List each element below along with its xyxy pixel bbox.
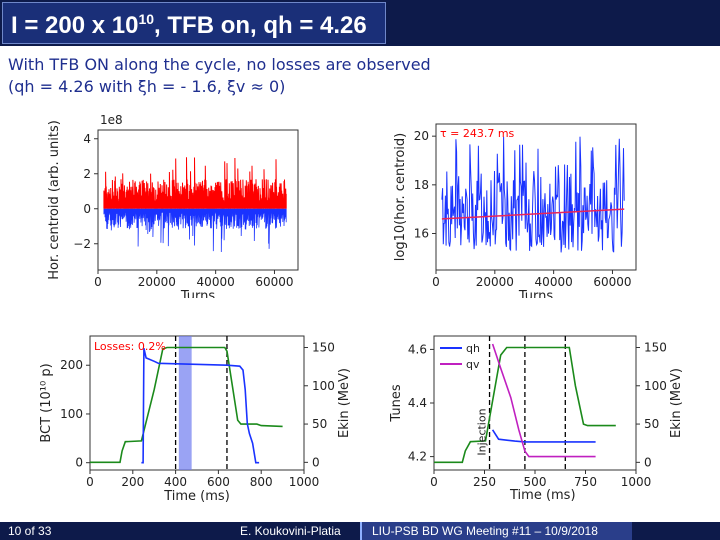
footer-bar: 10 of 33 E. Koukovini-Platia LIU-PSB BD …	[0, 522, 720, 540]
y2-axis-label: Ekin (MeV)	[669, 368, 684, 438]
injection-label: Injection	[476, 408, 489, 455]
x-tick-label: 750	[574, 475, 597, 489]
series-negative	[103, 208, 287, 253]
y-axis-label: log10(hor. centroid)	[393, 133, 408, 261]
x-tick-label: 60000	[593, 275, 631, 289]
x-tick-label: 400	[164, 475, 187, 489]
y2-tick-label: 50	[312, 417, 327, 431]
plot-tunes-svg: qh qv Injection 0 250 500 750 1000 4.2 4.4 4.6 0 50 1…	[389, 335, 684, 489]
y2-tick-label: 50	[644, 417, 659, 431]
y-tick-label: −2	[73, 237, 91, 251]
title-box: I = 200 x 1010, TFB on, qh = 4.26	[2, 2, 386, 44]
extra-time-label: Time (ms)	[510, 488, 576, 503]
y-tick-label: 4.6	[408, 342, 427, 356]
shaded-region	[178, 336, 192, 470]
x-axis-label: Turns	[180, 289, 216, 298]
series-qv	[491, 343, 596, 458]
x-tick-label: 0	[94, 275, 102, 289]
x-tick-label: 800	[250, 475, 273, 489]
x-tick-label: 20000	[476, 275, 514, 289]
y-tick-label: 200	[60, 358, 83, 372]
y-tick-label: 0	[75, 456, 83, 470]
slide-subtitle: With TFB ON along the cycle, no losses a…	[8, 54, 431, 98]
y-tick-label: 0	[83, 202, 91, 216]
y-tick-label: 2	[83, 167, 91, 181]
x-tick-label: 500	[524, 475, 547, 489]
x-tick-label: 250	[473, 475, 496, 489]
x-tick-label: 40000	[535, 275, 573, 289]
plot-bct: Losses: 0.2% 0 200 400 600 800 1000 0 100 200 0 50 1…	[34, 322, 364, 512]
y2-axis-label: Ekin (MeV)	[337, 368, 352, 438]
offset-label: 1e8	[100, 113, 123, 127]
fit-line	[441, 208, 625, 220]
title-bar: I = 200 x 1010, TFB on, qh = 4.26	[0, 0, 720, 46]
series-ekin	[90, 346, 283, 464]
y-tick-label: 4.2	[408, 450, 427, 464]
y2-tick-label: 100	[312, 379, 335, 393]
x-tick-label: 600	[207, 475, 230, 489]
losses-annotation: Losses: 0.2%	[94, 340, 166, 353]
y-axis-label: BCT (10¹⁰ p)	[39, 363, 54, 442]
plot-frame	[89, 335, 305, 471]
x-axis-label: Turns	[518, 289, 554, 298]
y-tick-label: 20	[414, 129, 429, 143]
series-ekin	[434, 346, 616, 464]
series-qh	[491, 429, 596, 443]
plot-hor-centroid: 0 20000 40000 60000 −2 0 2 4 1e8 Turns Hor. centro…	[40, 108, 310, 298]
x-tick-label: 1000	[289, 475, 320, 489]
series-bct	[141, 348, 260, 464]
y-tick-label: 4	[83, 132, 91, 146]
y2-tick-label: 150	[312, 340, 335, 354]
x-tick-label: 200	[121, 475, 144, 489]
y2-tick-label: 0	[644, 455, 652, 469]
y-tick-label: 4.4	[408, 396, 427, 410]
footer-meeting: LIU-PSB BD WG Meeting #11 – 10/9/2018	[372, 524, 598, 538]
subtitle-line-1: With TFB ON along the cycle, no losses a…	[8, 55, 431, 74]
footer-author: E. Koukovini-Platia	[240, 524, 341, 538]
plot-hor-centroid-svg: 0 20000 40000 60000 −2 0 2 4 1e8 Turns Hor. centro…	[47, 113, 299, 298]
slide-number: 10 of 33	[8, 524, 52, 538]
plot-tunes: qh qv Injection 0 250 500 750 1000 4.2 4.4 4.6 0 50 1…	[386, 322, 696, 490]
x-axis-label: Time (ms)	[163, 489, 230, 504]
x-tick-label: 40000	[197, 275, 235, 289]
y-axis-label: Tunes	[389, 384, 404, 422]
y2-tick-label: 0	[312, 455, 320, 469]
tau-annotation: τ = 243.7 ms	[440, 127, 515, 140]
legend-qv-label: qv	[466, 358, 480, 371]
slide-title: I = 200 x 1010, TFB on, qh = 4.26	[11, 11, 367, 39]
y-axis-label: Hor. centroid (arb. units)	[47, 120, 62, 280]
subtitle-line-2: (qh = 4.26 with ξh = - 1.6, ξv ≈ 0)	[8, 77, 286, 96]
x-tick-label: 0	[86, 475, 94, 489]
footer-meeting-box: LIU-PSB BD WG Meeting #11 – 10/9/2018	[360, 522, 632, 540]
plot-bct-svg: Losses: 0.2% 0 200 400 600 800 1000 0 100 200 0 50 1…	[39, 335, 352, 504]
y-tick-label: 18	[414, 178, 429, 192]
y-tick-label: 100	[60, 407, 83, 421]
x-tick-label: 1000	[621, 475, 652, 489]
series-log-centroid	[441, 136, 625, 253]
x-tick-label: 0	[432, 275, 440, 289]
legend-qh-label: qh	[466, 342, 480, 355]
plot-frame	[433, 335, 637, 471]
x-tick-label: 20000	[138, 275, 176, 289]
series-positive	[103, 157, 287, 209]
y-tick-label: 16	[414, 227, 429, 241]
plot-log-centroid-svg: τ = 243.7 ms 0 20000 40000 60000 16 18 20 Turns l…	[393, 123, 637, 298]
y2-tick-label: 100	[644, 379, 667, 393]
x-tick-label: 60000	[255, 275, 293, 289]
x-tick-label: 0	[430, 475, 438, 489]
plot-log-hor-centroid: τ = 243.7 ms 0 20000 40000 60000 16 18 20 Turns l…	[390, 108, 650, 298]
y2-tick-label: 150	[644, 340, 667, 354]
